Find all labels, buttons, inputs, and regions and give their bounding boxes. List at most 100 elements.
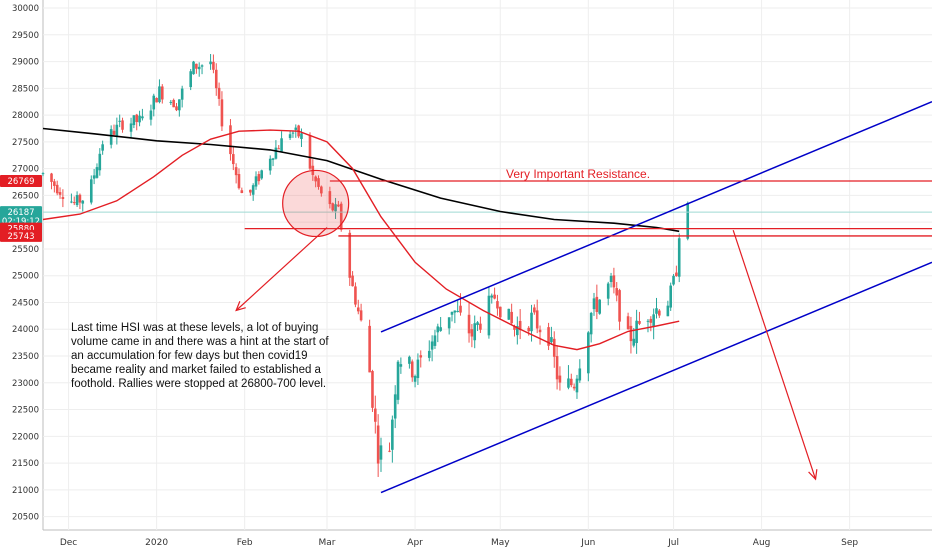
x-axis: Dec 2020 Feb Mar Apr May Jun Jul Aug Sep <box>60 538 859 548</box>
candle-body <box>118 120 121 122</box>
y-tick-label: 26500 <box>12 191 39 201</box>
candle-body <box>558 375 562 383</box>
candle-body <box>686 202 690 239</box>
candle-body <box>552 338 556 357</box>
candle-body <box>615 288 619 296</box>
candle-body <box>555 356 559 380</box>
y-tick-label: 27500 <box>12 138 39 148</box>
candle-body <box>155 97 158 103</box>
candle-body <box>589 312 593 335</box>
candle-body <box>595 296 599 312</box>
candle-body <box>550 337 553 343</box>
candle-body <box>493 294 496 299</box>
price-tag-label: 25880 <box>7 225 34 235</box>
candle-body <box>578 368 582 381</box>
candle-body <box>169 101 173 103</box>
candle-body <box>410 361 414 378</box>
candles <box>41 54 690 477</box>
price-tag-label: 26187 <box>7 208 34 218</box>
candle-body <box>152 95 156 110</box>
candle-body <box>416 359 420 379</box>
candle-body <box>112 130 116 135</box>
candle-body <box>72 202 76 204</box>
candle-body <box>280 138 283 152</box>
candle-body <box>55 184 59 194</box>
candle-body <box>61 197 65 199</box>
candle-body <box>430 341 434 350</box>
candle-body <box>496 301 499 309</box>
candle-body <box>598 299 601 314</box>
x-tick-label: 2020 <box>145 538 168 548</box>
candle-body <box>439 327 442 331</box>
candle-body <box>669 285 672 308</box>
candle-body <box>214 69 218 89</box>
y-tick-label: 29500 <box>12 31 39 41</box>
candle-body <box>490 295 494 298</box>
candle-body <box>274 147 278 159</box>
candle-body <box>254 176 258 187</box>
candle-body <box>121 120 124 130</box>
price-tag <box>0 175 42 188</box>
y-tick-label: 22500 <box>12 406 39 416</box>
overlays <box>42 101 932 494</box>
candle-body <box>612 275 616 288</box>
candle-body <box>249 189 252 193</box>
candle-body <box>291 132 295 134</box>
x-tick-label: Mar <box>319 538 336 548</box>
candle-body <box>393 394 397 419</box>
candle-body <box>271 158 275 160</box>
candle-body <box>141 116 144 119</box>
candle-body <box>638 321 641 324</box>
x-tick-label: May <box>491 538 510 548</box>
candle-body <box>195 63 198 69</box>
x-tick-label: Aug <box>753 538 771 548</box>
candle-body <box>618 290 621 322</box>
candle-body <box>70 201 73 203</box>
candle-body <box>257 174 261 182</box>
candle-body <box>192 61 195 75</box>
candle-body <box>300 133 303 139</box>
x-tick-label: Dec <box>60 538 77 548</box>
ma-slow-line <box>42 127 680 233</box>
candle-body <box>368 325 371 373</box>
x-tick-label: Sep <box>841 538 858 548</box>
candle-body <box>348 232 352 278</box>
arrow-head <box>808 469 818 481</box>
candle-body <box>655 308 658 314</box>
candle-body <box>81 200 85 204</box>
candle-body <box>518 320 522 331</box>
candle-body <box>240 190 244 194</box>
candle-body <box>75 195 79 206</box>
y-tick-label: 28000 <box>12 111 39 121</box>
candle-body <box>629 325 633 342</box>
candle-body <box>450 311 454 315</box>
candle-body <box>587 332 590 374</box>
candle-body <box>172 99 175 108</box>
y-tick-label: 21000 <box>12 486 39 496</box>
candle-body <box>160 86 164 100</box>
candle-body <box>354 286 357 305</box>
y-tick-label: 23500 <box>12 352 39 362</box>
candle-body <box>53 181 56 186</box>
candle-body <box>314 176 317 182</box>
candle-body <box>260 170 263 179</box>
y-tick-label: 30000 <box>12 4 39 14</box>
candle-body <box>288 134 292 139</box>
candle-body <box>331 203 335 211</box>
y-tick-label: 29000 <box>12 58 39 68</box>
candle-body <box>115 124 119 137</box>
x-tick-label: Apr <box>407 538 423 548</box>
candle-body <box>180 88 184 100</box>
candle-body <box>189 71 192 88</box>
candle-body <box>178 99 181 111</box>
candle-body <box>351 275 354 287</box>
candle-body <box>339 203 343 230</box>
candle-body <box>567 378 570 388</box>
candle-body <box>632 338 636 346</box>
x-tick-label: Feb <box>237 538 253 548</box>
candle-body <box>569 378 573 386</box>
